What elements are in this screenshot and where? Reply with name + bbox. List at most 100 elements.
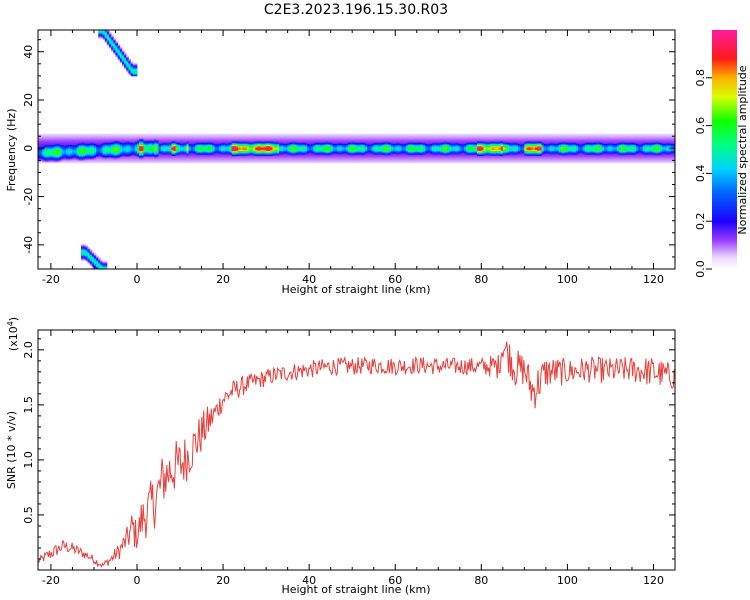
heatmap-cell [457, 141, 461, 143]
heatmap-cell [401, 160, 405, 162]
heatmap-cell [169, 143, 172, 146]
heatmap-cell [375, 151, 379, 154]
heatmap-cell [453, 160, 456, 162]
heatmap-cell [85, 157, 88, 160]
heatmap-cell [375, 137, 379, 140]
heatmap-cell [358, 141, 362, 143]
heatmap-cell [468, 150, 471, 153]
heatmap-cell [464, 138, 467, 141]
heatmap-cell [436, 149, 439, 152]
heatmap-cell [461, 136, 465, 138]
heatmap-cell [281, 136, 284, 138]
heatmap-cell [167, 143, 170, 146]
heatmap-cell [390, 133, 394, 136]
heatmap-cell [113, 156, 116, 159]
heatmap-cell [414, 139, 418, 142]
heatmap-cell [136, 136, 140, 138]
heatmap-cell [74, 148, 78, 150]
heatmap-cell [276, 148, 280, 150]
heatmap-cell [341, 136, 344, 138]
heatmap-cell [436, 150, 439, 153]
heatmap-cell [461, 148, 465, 150]
heatmap-cell [281, 141, 284, 143]
heatmap-cell [279, 151, 282, 154]
heatmap-cell [362, 159, 366, 161]
heatmap-cell [40, 136, 43, 138]
heatmap-cell [235, 133, 239, 136]
heatmap-cell [399, 142, 403, 144]
heatmap-cell [438, 135, 441, 137]
heatmap-cell [167, 161, 170, 164]
heatmap-cell [70, 135, 73, 137]
heatmap-cell [272, 143, 276, 146]
heatmap-cell [48, 151, 52, 154]
heatmap-cell [119, 138, 123, 141]
heatmap-cell [89, 135, 93, 137]
heatmap-cell [257, 148, 261, 150]
heatmap-cell [89, 148, 93, 150]
heatmap-cell [365, 159, 368, 161]
heatmap-cell [287, 148, 291, 150]
heatmap-cell [244, 137, 248, 140]
heatmap-cell [216, 149, 220, 152]
heatmap-cell [143, 153, 146, 155]
heatmap-cell [268, 141, 271, 143]
heatmap-cell [457, 147, 461, 149]
heatmap-cell [313, 135, 317, 137]
heatmap-cell [171, 160, 174, 162]
heatmap-cell [192, 151, 196, 154]
heatmap-cell [216, 154, 220, 156]
heatmap-cell [285, 156, 289, 159]
heatmap-cell [76, 156, 80, 159]
heatmap-cell [59, 138, 63, 141]
heatmap-cell [111, 144, 114, 147]
heatmap-cell [352, 159, 355, 161]
heatmap-cell [197, 160, 200, 162]
heatmap-cell [91, 151, 95, 154]
heatmap-cell [128, 153, 131, 155]
heatmap-cell [42, 160, 45, 162]
heatmap-cell [225, 136, 228, 138]
heatmap-cell [457, 145, 461, 148]
heatmap-cell [382, 151, 385, 154]
heatmap-cell [205, 159, 209, 161]
heatmap-cell [322, 154, 325, 156]
heatmap-cell [429, 145, 433, 148]
heatmap-cell [180, 147, 183, 149]
heatmap-cell [259, 150, 263, 153]
heatmap-cell [453, 150, 456, 153]
heatmap-cell [386, 142, 390, 144]
heatmap-cell [403, 159, 407, 161]
heatmap-cell [414, 161, 418, 164]
heatmap-cell [291, 157, 295, 160]
heatmap-cell [143, 148, 146, 150]
heatmap-cell [410, 144, 413, 147]
heatmap-cell [319, 151, 323, 154]
heatmap-cell [104, 160, 108, 162]
heatmap-cell [455, 150, 459, 153]
heatmap-cell [291, 154, 295, 156]
heatmap-cell [397, 138, 400, 141]
heatmap-cell [440, 159, 443, 161]
heatmap-cell [195, 149, 198, 152]
heatmap-cell [136, 154, 140, 156]
heatmap-cell [104, 133, 108, 136]
heatmap-cell [65, 157, 69, 160]
heatmap-cell [334, 159, 338, 161]
heatmap-cell [337, 138, 340, 141]
heatmap-cell [378, 135, 381, 137]
heatmap-cell [184, 137, 187, 140]
heatmap-cell [205, 149, 209, 152]
heatmap-cell [332, 147, 336, 149]
heatmap-cell [70, 157, 73, 160]
heatmap-cell [115, 148, 119, 150]
heatmap-cell [89, 159, 93, 161]
heatmap-cell [446, 153, 450, 155]
heatmap-cell [50, 160, 54, 162]
heatmap-cell [291, 161, 295, 164]
heatmap-cell [100, 160, 103, 162]
heatmap-cell [227, 153, 230, 155]
heatmap-cell [276, 159, 280, 161]
heatmap-cell [48, 138, 52, 141]
heatmap-cell [272, 151, 276, 154]
